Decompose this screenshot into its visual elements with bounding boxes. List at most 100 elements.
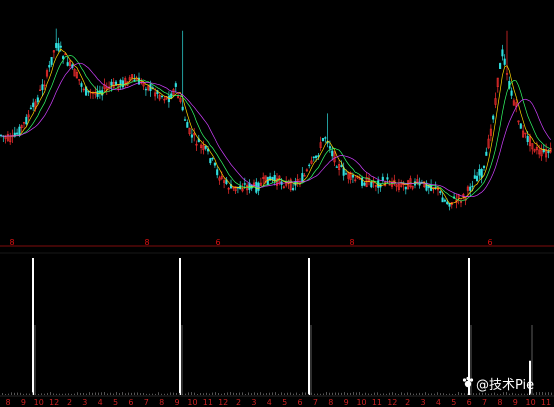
volume-bar — [542, 392, 543, 395]
candle-body — [182, 107, 184, 110]
ma-line-long — [1, 63, 551, 197]
volume-bar — [242, 392, 243, 395]
candle-body — [244, 184, 246, 185]
volume-bar — [179, 393, 180, 395]
volume-bar — [26, 393, 27, 395]
volume-bar — [59, 394, 60, 395]
volume-bar — [20, 393, 21, 395]
volume-bar — [14, 393, 15, 395]
volume-bar — [110, 393, 111, 395]
volume-bar — [464, 393, 465, 395]
time-tick-label: 9 — [175, 398, 180, 407]
volume-bar — [161, 394, 162, 395]
volume-bar — [533, 393, 534, 395]
candle-body — [97, 91, 99, 96]
volume-bar — [326, 392, 327, 395]
volume-bar — [281, 392, 282, 395]
volume-bar — [41, 393, 42, 395]
volume-bar — [302, 392, 303, 395]
candle-body — [111, 82, 113, 85]
volume-bar — [137, 392, 138, 395]
volume-bar — [428, 394, 429, 395]
volume-bar — [38, 394, 39, 395]
volume-bar — [227, 392, 228, 395]
volume-bar — [491, 393, 492, 395]
time-tick-label: 7 — [482, 398, 487, 407]
volume-bar — [368, 393, 369, 395]
volume-bar — [452, 394, 453, 395]
candle-body — [364, 183, 366, 185]
volume-bar — [317, 394, 318, 395]
candle-body — [442, 198, 444, 202]
volume-bar — [437, 392, 438, 395]
volume-bar — [74, 394, 75, 395]
volume-bar — [512, 393, 513, 395]
volume-bar — [356, 393, 357, 395]
volume-bar — [443, 393, 444, 395]
volume-bar — [416, 393, 417, 395]
volume-bar — [524, 394, 525, 395]
volume-bar — [296, 393, 297, 395]
volume-bar — [155, 394, 156, 395]
volume-bar — [212, 393, 213, 395]
volume-bar — [365, 393, 366, 395]
candle-body — [371, 182, 373, 187]
volume-bar — [440, 393, 441, 395]
volume-bar — [380, 394, 381, 395]
volume-bar — [467, 394, 468, 395]
volume-bar — [509, 394, 510, 395]
volume-bar — [245, 394, 246, 395]
volume-bar — [89, 392, 90, 395]
candle-body — [216, 170, 218, 175]
candle-body — [292, 188, 294, 190]
time-tick-label: 7 — [144, 398, 149, 407]
candle-body — [60, 46, 62, 47]
volume-bar — [221, 394, 222, 395]
volume-bar — [92, 393, 93, 395]
candle-body — [26, 117, 28, 124]
time-tick-label: 9 — [344, 398, 349, 407]
volume-bar — [104, 392, 105, 395]
volume-bar — [209, 394, 210, 395]
ma-line-short — [1, 49, 551, 203]
time-tick-label: 11 — [541, 398, 551, 407]
candle-body — [336, 167, 338, 168]
volume-bar — [62, 394, 63, 395]
time-tick-label: 6 — [467, 398, 472, 407]
watermark-text: @技术Pie — [476, 378, 534, 393]
time-tick-label: 9 — [513, 398, 518, 407]
volume-bar — [386, 394, 387, 395]
volume-bar — [182, 394, 183, 395]
candle-body — [329, 146, 331, 148]
volume-bar — [80, 393, 81, 395]
candle-body — [483, 166, 485, 168]
time-tick-label: 6 — [128, 398, 133, 407]
volume-bar — [5, 394, 6, 395]
volume-bar — [497, 394, 498, 395]
volume-bar — [35, 393, 36, 395]
candle-body — [313, 157, 315, 158]
volume-spike — [32, 258, 34, 395]
candle-body — [122, 81, 124, 87]
volume-bar — [371, 394, 372, 395]
volume-bar — [185, 394, 186, 395]
volume-bar — [290, 393, 291, 395]
time-tick-label: 4 — [267, 398, 272, 407]
volume-bar — [149, 394, 150, 395]
volume-bar — [230, 392, 231, 395]
volume-bar — [191, 392, 192, 395]
price-panel — [0, 29, 551, 211]
volume-bar — [164, 394, 165, 395]
time-tick-label: 3 — [251, 398, 256, 407]
volume-bar — [107, 394, 108, 395]
volume-bar — [515, 394, 516, 395]
volume-bar — [461, 393, 462, 395]
volume-bar — [239, 393, 240, 395]
time-tick-label: 8 — [5, 398, 10, 407]
volume-bar — [266, 393, 267, 395]
time-tick-label: 12 — [49, 398, 59, 407]
candle-body — [81, 83, 83, 86]
time-tick-label: 11 — [372, 398, 382, 407]
volume-bar — [188, 392, 189, 395]
